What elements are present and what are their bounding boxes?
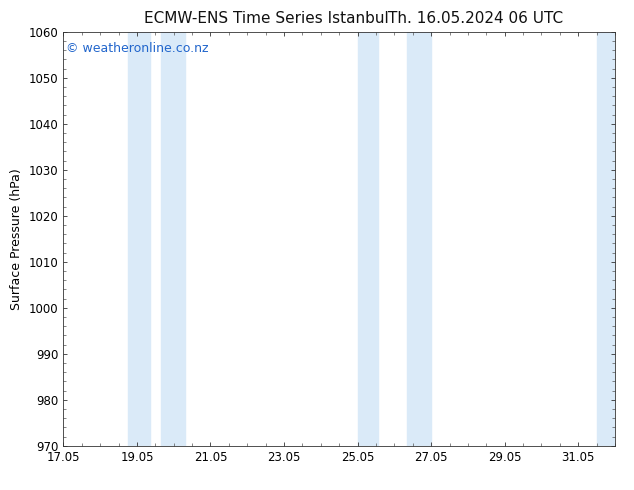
Text: Th. 16.05.2024 06 UTC: Th. 16.05.2024 06 UTC (388, 11, 563, 26)
Bar (597, 32, 615, 446)
Bar (358, 32, 378, 446)
Text: © weatheronline.co.nz: © weatheronline.co.nz (66, 42, 209, 55)
Y-axis label: Surface Pressure (hPa): Surface Pressure (hPa) (10, 168, 23, 310)
Bar (407, 32, 431, 446)
Bar (128, 32, 150, 446)
Text: ECMW-ENS Time Series Istanbul: ECMW-ENS Time Series Istanbul (144, 11, 389, 26)
Bar (161, 32, 184, 446)
